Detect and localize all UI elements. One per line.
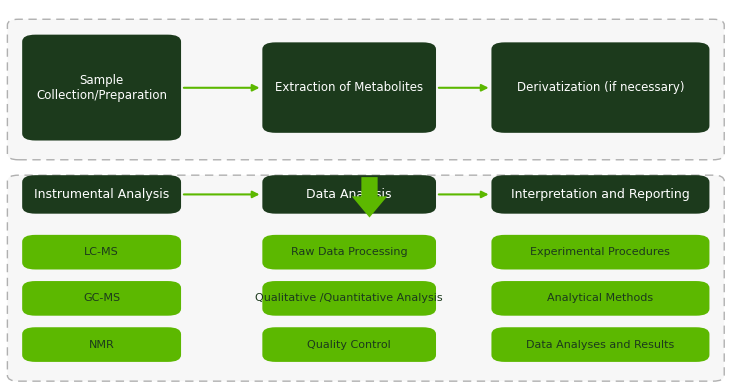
FancyBboxPatch shape [22,175,181,214]
FancyBboxPatch shape [7,175,724,381]
FancyBboxPatch shape [491,327,709,362]
Text: Data Analysis: Data Analysis [307,188,392,201]
FancyBboxPatch shape [262,235,436,270]
FancyBboxPatch shape [22,235,181,270]
FancyBboxPatch shape [22,327,181,362]
Polygon shape [352,177,387,218]
Text: GC-MS: GC-MS [83,293,120,303]
FancyBboxPatch shape [22,35,181,141]
FancyBboxPatch shape [491,42,709,133]
FancyBboxPatch shape [262,42,436,133]
Text: Interpretation and Reporting: Interpretation and Reporting [511,188,689,201]
FancyBboxPatch shape [262,175,436,214]
Text: Raw Data Processing: Raw Data Processing [291,247,407,257]
Text: Qualitative /Quantitative Analysis: Qualitative /Quantitative Analysis [256,293,443,303]
Text: Extraction of Metabolites: Extraction of Metabolites [275,81,423,94]
Text: Derivatization (if necessary): Derivatization (if necessary) [517,81,684,94]
Text: Quality Control: Quality Control [307,340,391,350]
Text: Instrumental Analysis: Instrumental Analysis [34,188,169,201]
Text: NMR: NMR [89,340,115,350]
FancyBboxPatch shape [7,19,724,160]
Text: Analytical Methods: Analytical Methods [548,293,653,303]
Text: Sample
Collection/Preparation: Sample Collection/Preparation [36,74,167,102]
FancyBboxPatch shape [491,281,709,316]
Text: Data Analyses and Results: Data Analyses and Results [526,340,675,350]
FancyBboxPatch shape [262,327,436,362]
Text: Experimental Procedures: Experimental Procedures [531,247,670,257]
FancyBboxPatch shape [22,281,181,316]
FancyBboxPatch shape [491,175,709,214]
FancyBboxPatch shape [491,235,709,270]
FancyBboxPatch shape [262,281,436,316]
Text: LC-MS: LC-MS [84,247,119,257]
